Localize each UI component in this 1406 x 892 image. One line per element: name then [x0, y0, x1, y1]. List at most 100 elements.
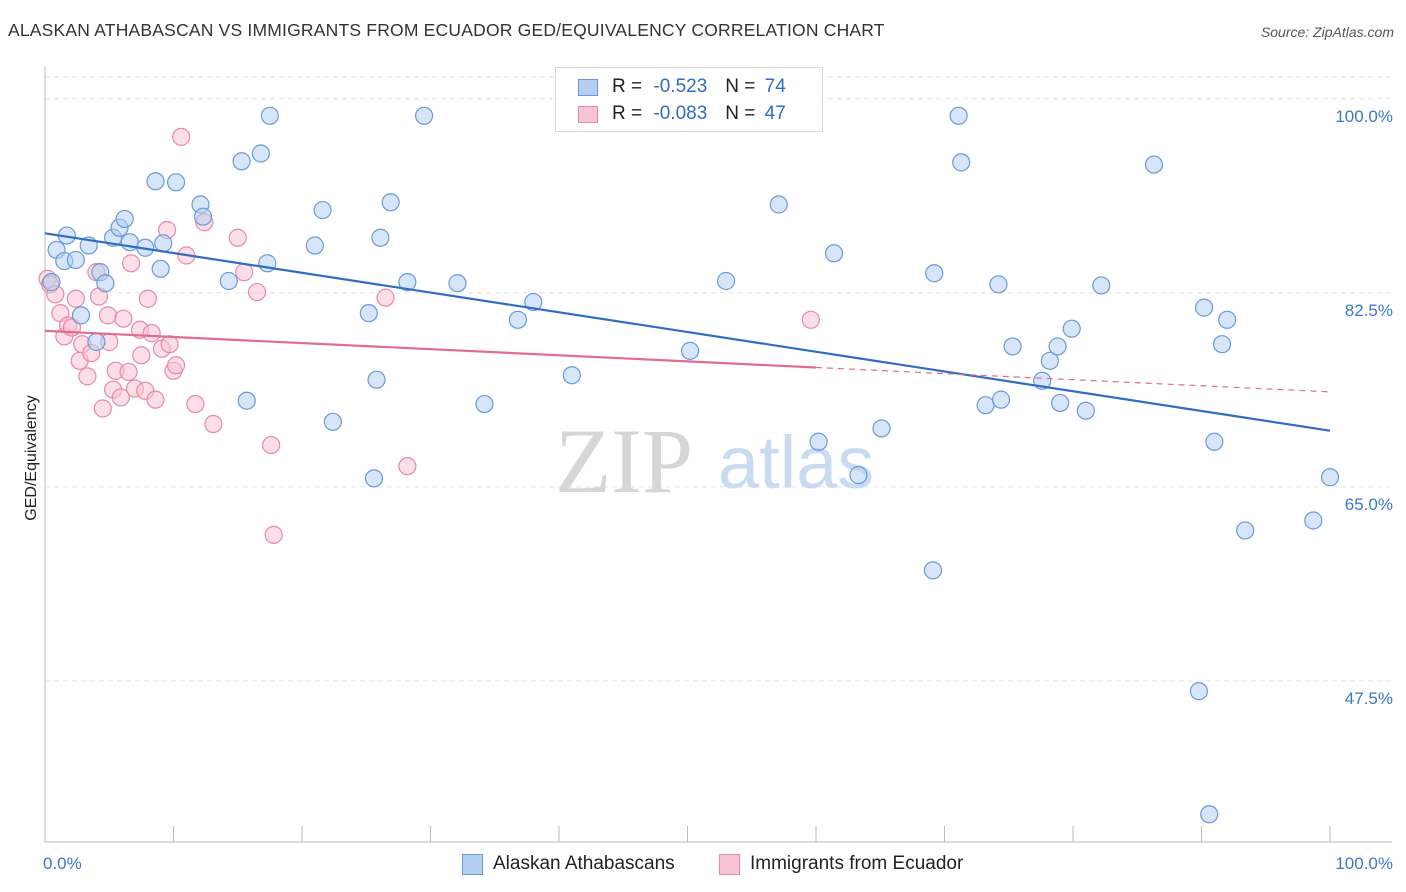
athabascan-point: [1144, 155, 1164, 174]
athabascan-points: [42, 106, 1340, 824]
bottom-legend-ecuador: Immigrants from Ecuador: [719, 850, 963, 878]
athabascan-point: [115, 209, 134, 229]
ecuador-trend-line: [44, 329, 817, 369]
athabascan-point: [146, 172, 165, 191]
ecuador-point: [204, 414, 223, 434]
athabascan-point: [313, 200, 332, 220]
athabascan-point: [305, 236, 324, 255]
athabascan-point: [1189, 682, 1209, 701]
ecuador-point: [160, 335, 179, 354]
ecuador-point: [172, 127, 191, 146]
athabascan-point: [66, 250, 85, 270]
y-tick-labels: 100.0% 82.5% 65.0% 47.5%: [1335, 107, 1393, 708]
athabascan-point: [237, 391, 256, 410]
athabascan-point: [716, 271, 736, 291]
athabascan-point: [251, 144, 270, 163]
athabascan-point: [1304, 511, 1323, 530]
stats-legend: R = -0.523 N = 74 R = -0.083 N = 47: [555, 67, 823, 132]
ecuador-point: [78, 367, 97, 386]
x-tick-label: 100.0%: [1335, 854, 1393, 873]
athabascan-point: [849, 465, 868, 485]
athabascan-point: [562, 366, 581, 385]
athabascan-point: [364, 469, 384, 488]
athabascan-point: [87, 332, 106, 352]
bottom-legend-label: Immigrants from Ecuador: [750, 853, 964, 874]
r-value: -0.083: [653, 103, 708, 124]
athabascan-point: [1212, 335, 1232, 354]
r-label: R =: [612, 76, 643, 97]
athabascan-point: [1003, 337, 1022, 356]
ecuador-point: [119, 362, 138, 382]
ecuador-point: [166, 356, 186, 375]
athabascan-point: [1205, 432, 1224, 451]
ecuador-point: [114, 309, 133, 328]
athabascan-point: [1194, 298, 1214, 317]
n-value: 47: [764, 103, 786, 124]
ecuador-point: [142, 324, 161, 343]
athabascan-point: [952, 153, 971, 172]
chart-title: ALASKAN ATHABASCAN VS IMMIGRANTS FROM EC…: [8, 20, 885, 40]
athabascan-point: [508, 310, 527, 329]
athabascan-point: [769, 195, 788, 214]
athabascan-point: [359, 304, 378, 323]
x-tick-labels: 0.0% 100.0%: [43, 854, 1393, 873]
athabascan-point: [71, 306, 91, 325]
athabascan-point: [949, 106, 968, 125]
ecuador-point: [235, 263, 254, 282]
n-label: N =: [725, 103, 756, 124]
athabascan-point: [1320, 468, 1340, 487]
athabascan-point: [367, 370, 386, 389]
athabascan-point: [1236, 521, 1255, 540]
ecuador-point: [376, 288, 395, 307]
legend-row-athabascan: R = -0.523 N = 74: [578, 73, 786, 101]
y-tick-label: 65.0%: [1345, 495, 1393, 514]
ecuador-point: [186, 394, 205, 414]
athabascan-point: [232, 152, 251, 171]
n-label: N =: [725, 76, 756, 97]
legend-row-ecuador: R = -0.083 N = 47: [578, 100, 786, 128]
bottom-swatch-blue: [462, 853, 483, 875]
ecuador-point: [138, 289, 157, 308]
athabascan-point: [989, 275, 1008, 294]
athabascan-point: [1062, 319, 1081, 338]
ecuador-point: [264, 525, 283, 544]
athabascan-point: [925, 264, 944, 283]
trend-lines: [44, 232, 1331, 432]
ecuador-point: [132, 346, 151, 365]
y-axis-label: GED/Equivalency: [23, 395, 40, 520]
athabascan-point: [448, 274, 467, 293]
watermark-zip: ZIP: [555, 410, 693, 512]
athabascan-point: [1076, 401, 1095, 420]
athabascan-point: [991, 390, 1011, 409]
athabascan-trend-line: [44, 232, 1331, 432]
ecuador-point: [93, 399, 112, 418]
legend-swatch-blue: [578, 78, 598, 96]
athabascan-point: [680, 341, 700, 360]
athabascan-point: [42, 273, 61, 292]
athabascan-point: [323, 412, 342, 431]
athabascan-point: [219, 271, 238, 291]
ecuador-point: [398, 457, 417, 476]
bottom-legend-athabascan: Alaskan Athabascans: [462, 850, 675, 878]
watermark-atlas: atlas: [718, 421, 874, 504]
athabascan-point: [524, 292, 543, 312]
athabascan-point: [824, 244, 844, 263]
ecuador-point: [98, 306, 118, 325]
y-tick-label: 100.0%: [1335, 107, 1393, 126]
athabascan-point: [1048, 337, 1067, 356]
ecuador-point: [146, 390, 165, 409]
athabascan-point: [414, 106, 434, 125]
athabascan-point: [923, 561, 943, 580]
athabascan-point: [1092, 276, 1111, 295]
athabascan-point: [260, 106, 279, 125]
athabascan-point: [96, 274, 115, 293]
ecuador-point: [247, 282, 267, 302]
athabascan-point: [872, 419, 891, 438]
athabascan-point: [381, 193, 400, 212]
axes: [44, 67, 1392, 843]
athabascan-point: [809, 432, 828, 451]
ecuador-point: [262, 435, 281, 455]
legend-swatch-pink: [578, 105, 598, 123]
bottom-legend-label: Alaskan Athabascans: [493, 853, 675, 874]
